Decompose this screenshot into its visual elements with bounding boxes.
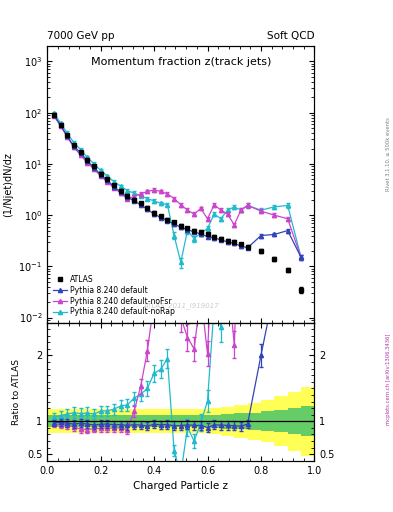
Y-axis label: Ratio to ATLAS: Ratio to ATLAS <box>12 359 21 424</box>
Text: Soft QCD: Soft QCD <box>267 31 314 40</box>
Text: mcplots.cern.ch [arXiv:1306.3436]: mcplots.cern.ch [arXiv:1306.3436] <box>386 333 391 424</box>
Text: 7000 GeV pp: 7000 GeV pp <box>47 31 115 40</box>
Legend: ATLAS, Pythia 8.240 default, Pythia 8.240 default-noFsr, Pythia 8.240 default-no: ATLAS, Pythia 8.240 default, Pythia 8.24… <box>51 272 177 319</box>
Text: ATLAS_2011_I919017: ATLAS_2011_I919017 <box>143 302 219 309</box>
Y-axis label: (1/Njet)dN/dz: (1/Njet)dN/dz <box>3 152 13 217</box>
X-axis label: Charged Particle z: Charged Particle z <box>133 481 228 491</box>
Text: Momentum fraction z(track jets): Momentum fraction z(track jets) <box>91 57 271 67</box>
Text: Rivet 3.1.10, ≥ 500k events: Rivet 3.1.10, ≥ 500k events <box>386 117 391 190</box>
